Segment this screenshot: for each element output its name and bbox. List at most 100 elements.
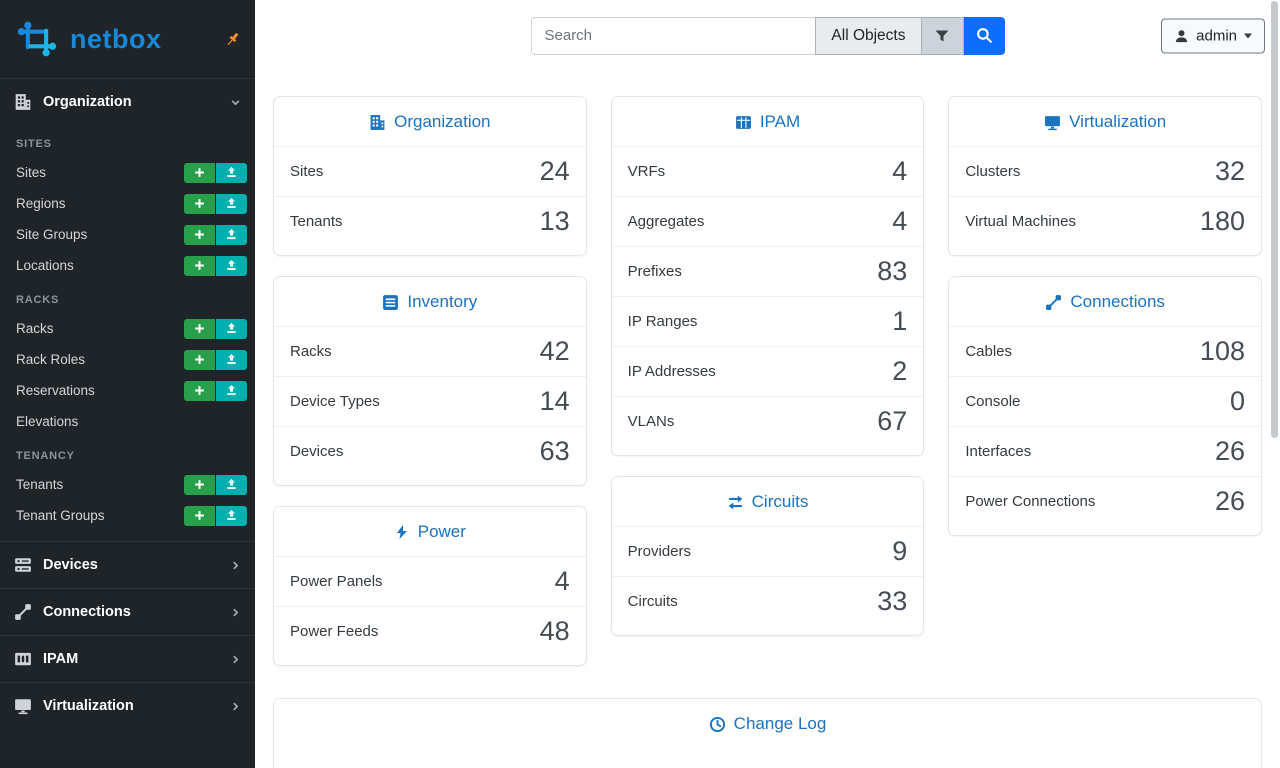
import-button[interactable] bbox=[216, 162, 247, 183]
stat-row: Providers 9 bbox=[611, 526, 924, 576]
stat-label[interactable]: Racks bbox=[290, 343, 332, 360]
search-input[interactable] bbox=[530, 16, 817, 55]
import-button[interactable] bbox=[216, 193, 247, 214]
search-submit-button[interactable] bbox=[963, 16, 1005, 55]
netbox-wordmark: netbox bbox=[70, 23, 162, 54]
stat-value[interactable]: 13 bbox=[539, 206, 570, 236]
card-title-text: Circuits bbox=[751, 492, 809, 511]
import-button[interactable] bbox=[216, 318, 247, 339]
stat-value[interactable]: 67 bbox=[877, 406, 908, 436]
stat-value[interactable]: 4 bbox=[892, 156, 908, 186]
filter-button[interactable] bbox=[920, 16, 964, 55]
sidebar-item-tenants[interactable]: Tenants bbox=[0, 469, 255, 500]
import-button[interactable] bbox=[216, 505, 247, 526]
stat-label[interactable]: Console bbox=[965, 393, 1021, 410]
sidebar-item-ipam[interactable]: IPAM bbox=[0, 635, 255, 682]
search-scope-button[interactable]: All Objects bbox=[815, 16, 922, 55]
add-button[interactable] bbox=[184, 193, 215, 214]
stat-value[interactable]: 180 bbox=[1199, 206, 1245, 236]
stat-label[interactable]: IP Ranges bbox=[627, 313, 698, 330]
stat-row: Interfaces 26 bbox=[949, 426, 1261, 476]
stat-label[interactable]: Tenants bbox=[290, 213, 343, 230]
page-scrollbar[interactable] bbox=[1271, 1, 1278, 438]
quick-actions bbox=[184, 193, 247, 214]
stat-value[interactable]: 108 bbox=[1199, 336, 1245, 366]
add-button[interactable] bbox=[184, 349, 215, 370]
stat-label[interactable]: Power Panels bbox=[290, 573, 383, 590]
stat-row: Console 0 bbox=[949, 376, 1261, 426]
dashboard: Organization Sites 24 Tenants 13 bbox=[255, 71, 1280, 768]
sidebar-item-rack-roles[interactable]: Rack Roles bbox=[0, 344, 255, 375]
import-button[interactable] bbox=[216, 474, 247, 495]
import-button[interactable] bbox=[216, 224, 247, 245]
stat-label[interactable]: VLANs bbox=[627, 413, 675, 430]
stat-value[interactable]: 48 bbox=[539, 616, 570, 646]
stat-label[interactable]: Power Connections bbox=[965, 493, 1096, 510]
stat-value[interactable]: 24 bbox=[539, 156, 570, 186]
stat-label[interactable]: IP Addresses bbox=[627, 363, 716, 380]
add-button[interactable] bbox=[184, 162, 215, 183]
stat-label[interactable]: Prefixes bbox=[627, 263, 682, 280]
stat-value[interactable]: 26 bbox=[1214, 436, 1245, 466]
stat-label[interactable]: VRFs bbox=[627, 163, 666, 180]
stat-label[interactable]: Cables bbox=[965, 343, 1013, 360]
add-button[interactable] bbox=[184, 318, 215, 339]
stat-value[interactable]: 4 bbox=[892, 206, 908, 236]
sidebar-item-label: Site Groups bbox=[16, 227, 88, 242]
sidebar-item-organization[interactable]: Organization bbox=[0, 78, 255, 125]
stat-label[interactable]: Power Feeds bbox=[290, 623, 379, 640]
card-title: Power bbox=[274, 507, 586, 556]
netbox-logo[interactable]: netbox bbox=[14, 18, 162, 60]
sidebar-item-tenant-groups[interactable]: Tenant Groups bbox=[0, 500, 255, 531]
sidebar-item-devices[interactable]: Devices bbox=[0, 541, 255, 588]
stat-row: Racks 42 bbox=[274, 326, 586, 376]
sidebar-item-racks[interactable]: Racks bbox=[0, 313, 255, 344]
stat-value[interactable]: 42 bbox=[539, 336, 570, 366]
add-button[interactable] bbox=[184, 255, 215, 276]
sidebar-item-site-groups[interactable]: Site Groups bbox=[0, 219, 255, 250]
stat-label[interactable]: Devices bbox=[290, 443, 344, 460]
stat-label[interactable]: Sites bbox=[290, 163, 324, 180]
add-button[interactable] bbox=[184, 224, 215, 245]
quick-actions bbox=[184, 380, 247, 401]
sidebar-item-connections[interactable]: Connections bbox=[0, 588, 255, 635]
user-menu-button[interactable]: admin bbox=[1161, 18, 1265, 53]
stat-value[interactable]: 83 bbox=[877, 256, 908, 286]
stat-value[interactable]: 9 bbox=[892, 536, 908, 566]
card-title-text: Change Log bbox=[733, 714, 827, 733]
stat-value[interactable]: 63 bbox=[539, 436, 570, 466]
import-button[interactable] bbox=[216, 380, 247, 401]
stat-label[interactable]: Virtual Machines bbox=[965, 213, 1076, 230]
upload-icon bbox=[226, 167, 237, 178]
sidebar-item-virtualization[interactable]: Virtualization bbox=[0, 682, 255, 729]
stat-value[interactable]: 32 bbox=[1214, 156, 1245, 186]
stat-label[interactable]: Device Types bbox=[290, 393, 380, 410]
stat-value[interactable]: 0 bbox=[1229, 386, 1245, 416]
stat-label[interactable]: Circuits bbox=[627, 593, 678, 610]
sidebar-item-reservations[interactable]: Reservations bbox=[0, 375, 255, 406]
building-icon bbox=[14, 93, 32, 111]
pin-sidebar-button[interactable] bbox=[224, 31, 241, 48]
sidebar-item-sites[interactable]: Sites bbox=[0, 157, 255, 188]
stat-label[interactable]: Interfaces bbox=[965, 443, 1032, 460]
stat-value[interactable]: 26 bbox=[1214, 486, 1245, 516]
sidebar-item-regions[interactable]: Regions bbox=[0, 188, 255, 219]
add-button[interactable] bbox=[184, 474, 215, 495]
stat-label[interactable]: Aggregates bbox=[627, 213, 705, 230]
stat-value[interactable]: 33 bbox=[877, 586, 908, 616]
stat-label[interactable]: Clusters bbox=[965, 163, 1021, 180]
stat-value[interactable]: 2 bbox=[892, 356, 908, 386]
add-button[interactable] bbox=[184, 380, 215, 401]
add-button[interactable] bbox=[184, 505, 215, 526]
sidebar-item-label: Locations bbox=[16, 258, 74, 273]
import-button[interactable] bbox=[216, 255, 247, 276]
stat-value[interactable]: 1 bbox=[892, 306, 908, 336]
plus-icon bbox=[194, 323, 205, 334]
stat-value[interactable]: 4 bbox=[554, 566, 570, 596]
sidebar-item-label: Rack Roles bbox=[16, 352, 86, 367]
stat-value[interactable]: 14 bbox=[539, 386, 570, 416]
stat-label[interactable]: Providers bbox=[627, 543, 692, 560]
sidebar-item-locations[interactable]: Locations bbox=[0, 250, 255, 281]
sidebar-item-elevations[interactable]: Elevations bbox=[0, 406, 255, 437]
import-button[interactable] bbox=[216, 349, 247, 370]
